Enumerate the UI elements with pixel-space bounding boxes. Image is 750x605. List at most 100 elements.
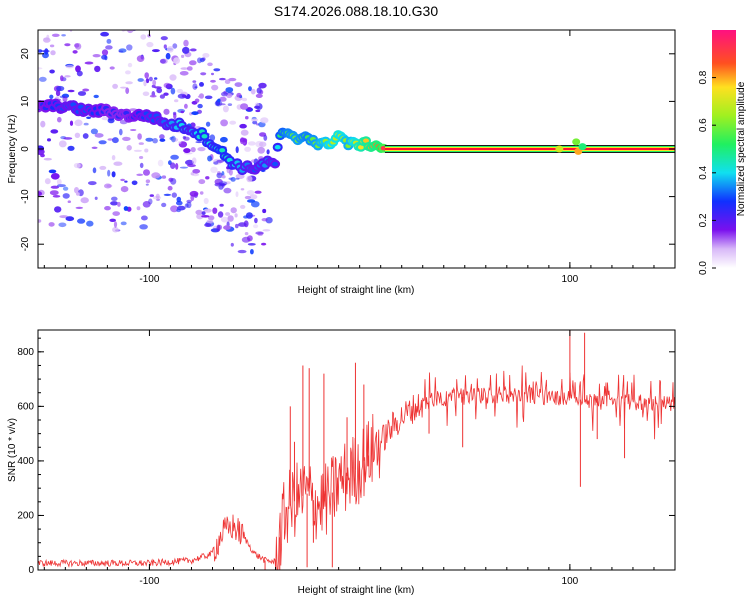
- heatmap-noise-blob: [245, 212, 253, 219]
- heatmap-noise-blob: [67, 200, 72, 203]
- heatmap-noise-blob: [74, 132, 81, 138]
- heatmap-noise-blob: [223, 187, 232, 194]
- heatmap-noise-blob: [59, 95, 66, 99]
- snr-ylabel: SNR (10 * v/v): [7, 418, 18, 482]
- heatmap-noise-blob: [152, 138, 158, 144]
- heatmap-disturbance-blob: [574, 147, 583, 155]
- heatmap-noise-blob: [56, 178, 62, 186]
- heatmap-noise-blob: [68, 7, 73, 10]
- snr-xtick-label: 100: [562, 576, 579, 587]
- heatmap-noise-blob: [182, 46, 190, 54]
- heatmap-noise-blob: [90, 128, 98, 135]
- heatmap-noise-blob: [138, 142, 144, 145]
- heatmap-noise-blob: [142, 201, 151, 208]
- heatmap-noise-blob: [181, 54, 185, 59]
- heatmap-noise-blob: [82, 133, 89, 139]
- heatmap-noise-blob: [196, 213, 204, 220]
- heatmap-noise-blob: [38, 148, 45, 155]
- heatmap-noise-blob: [180, 110, 185, 114]
- heatmap-noise-blob: [255, 109, 261, 113]
- heatmap-noise-blob: [204, 95, 213, 100]
- heatmap-noise-blob: [186, 66, 193, 71]
- heatmap-noise-blob: [255, 231, 264, 235]
- heatmap-noise-blob: [40, 153, 45, 158]
- heatmap-noise-blob: [92, 54, 101, 58]
- heatmap-noise-blob: [94, 133, 104, 138]
- heatmap-ridge-blob: [363, 138, 369, 143]
- heatmap-noise-blob: [125, 87, 130, 94]
- heatmap-noise-blob: [144, 72, 149, 79]
- snr-plot-area: [38, 330, 675, 570]
- snr-frame: [37, 329, 676, 571]
- heatmap-noise-blob: [50, 185, 60, 189]
- heatmap-noise-blob: [177, 141, 182, 144]
- heatmap-noise-blob: [101, 54, 107, 60]
- heatmap-noise-blob: [235, 146, 239, 154]
- heatmap-noise-blob: [94, 65, 101, 73]
- heatmap-noise-blob: [211, 72, 214, 76]
- heatmap-noise-blob: [112, 83, 118, 89]
- heatmap-noise-blob: [40, 120, 46, 128]
- heatmap-noise-blob: [121, 17, 129, 23]
- heatmap-ytick-label: -10: [20, 189, 31, 204]
- heatmap-noise-blob: [98, 140, 107, 145]
- heatmap-noise-blob: [244, 232, 249, 236]
- heatmap-noise-blob: [202, 53, 210, 58]
- heatmap-ridge-blob: [201, 134, 208, 139]
- heatmap-noise-blob: [247, 235, 253, 242]
- heatmap-noise-blob: [50, 50, 56, 56]
- heatmap-noise-blob: [234, 82, 243, 87]
- heatmap-noise-blob: [219, 77, 226, 81]
- colorbar-tick-label: 0.8: [698, 70, 709, 84]
- heatmap-noise-blob: [221, 91, 228, 97]
- heatmap-noise-blob: [244, 195, 251, 200]
- heatmap-ytick-label: 20: [20, 48, 31, 60]
- heatmap-noise-blob: [102, 0, 111, 6]
- heatmap-noise-blob: [219, 103, 226, 106]
- heatmap-noise-blob: [176, 208, 181, 213]
- heatmap-noise-blob: [127, 62, 133, 68]
- heatmap-noise-blob: [136, 55, 145, 62]
- heatmap-noise-blob: [38, 49, 43, 53]
- heatmap-noise-blob: [200, 72, 207, 76]
- heatmap-noise-blob: [266, 149, 270, 155]
- heatmap-noise-blob: [67, 89, 75, 93]
- heatmap-noise-blob: [183, 39, 189, 47]
- heatmap-noise-blob: [217, 98, 221, 103]
- heatmap-noise-blob: [255, 93, 263, 98]
- heatmap-noise-blob: [100, 31, 109, 37]
- heatmap-noise-blob: [159, 138, 166, 142]
- heatmap-noise-blob: [184, 103, 188, 109]
- heatmap-noise-blob: [155, 193, 160, 199]
- heatmap-noise-blob: [131, 24, 139, 28]
- heatmap-noise-blob: [163, 44, 167, 49]
- heatmap-noise-blob: [198, 179, 206, 185]
- heatmap-noise-blob: [51, 33, 60, 37]
- heatmap-noise-blob: [49, 94, 54, 100]
- heatmap-noise-blob: [199, 82, 204, 87]
- heatmap-noise-blob: [139, 2, 143, 8]
- heatmap-noise-blob: [235, 191, 239, 198]
- heatmap-noise-blob: [40, 6, 48, 9]
- heatmap-noise-blob: [65, 64, 74, 69]
- heatmap-noise-blob: [112, 211, 120, 217]
- heatmap-noise-blob: [111, 155, 116, 161]
- heatmap-noise-blob: [246, 175, 253, 183]
- heatmap-noise-blob: [62, 186, 69, 191]
- heatmap-noise-blob: [253, 224, 259, 229]
- heatmap-noise-blob: [91, 146, 98, 149]
- heatmap-noise-blob: [237, 249, 247, 254]
- heatmap-noise-blob: [65, 216, 75, 222]
- heatmap-noise-blob: [223, 225, 231, 230]
- snr-ytick-label: 400: [17, 456, 34, 467]
- heatmap-noise-blob: [73, 162, 81, 169]
- heatmap-noise-blob: [127, 30, 134, 34]
- heatmap-noise-blob: [74, 43, 80, 48]
- heatmap-noise-blob: [174, 99, 179, 103]
- heatmap-noise-blob: [113, 161, 123, 166]
- heatmap-noise-blob: [262, 229, 271, 232]
- heatmap-noise-blob: [64, 75, 71, 78]
- heatmap-noise-blob: [50, 129, 59, 134]
- heatmap-noise-blob: [104, 24, 110, 27]
